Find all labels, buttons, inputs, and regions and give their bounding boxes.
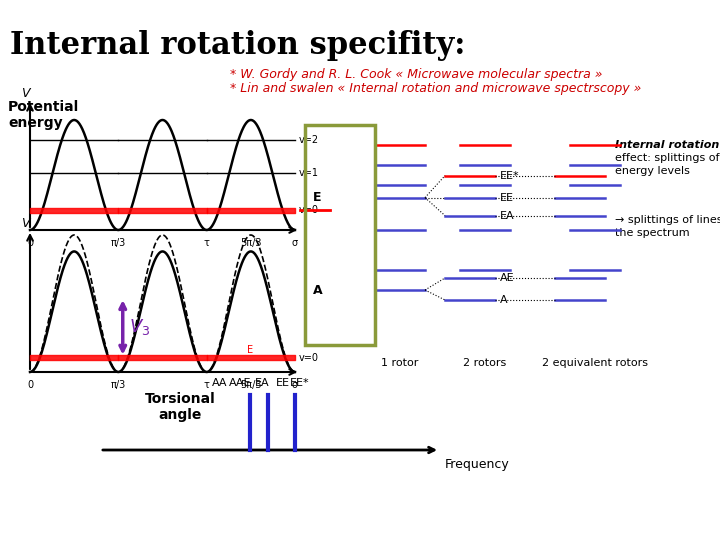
Text: 5π/3: 5π/3: [240, 238, 261, 248]
Text: 2 equivalent rotors: 2 equivalent rotors: [542, 358, 648, 368]
Text: effect: splittings of: effect: splittings of: [615, 153, 719, 163]
Text: AA: AA: [212, 378, 228, 388]
Text: → splittings of lines in: → splittings of lines in: [615, 215, 720, 225]
Text: V: V: [21, 87, 30, 100]
Text: $V_3$: $V_3$: [129, 318, 150, 338]
Text: E: E: [313, 191, 322, 204]
Text: σ: σ: [292, 238, 298, 248]
Text: EE: EE: [276, 378, 290, 388]
Text: τ: τ: [204, 238, 210, 248]
Text: EE*: EE*: [500, 171, 520, 180]
Text: * Lin and swalen « Internal rotation and microwave spectrscopy »: * Lin and swalen « Internal rotation and…: [230, 82, 642, 95]
Text: σ: σ: [292, 380, 298, 390]
Text: Frequency: Frequency: [445, 458, 510, 471]
Text: * W. Gordy and R. L. Cook « Microwave molecular spectra »: * W. Gordy and R. L. Cook « Microwave mo…: [230, 68, 603, 81]
Text: the spectrum: the spectrum: [615, 228, 690, 238]
Text: AE: AE: [500, 273, 515, 283]
Text: 0: 0: [27, 238, 33, 248]
Text: 1 rotor: 1 rotor: [382, 358, 419, 368]
Text: v=0: v=0: [299, 205, 319, 215]
Text: 5π/3: 5π/3: [240, 380, 261, 390]
Text: AAE: AAE: [229, 378, 251, 388]
Text: Potential
energy: Potential energy: [8, 100, 79, 130]
Text: 2 rotors: 2 rotors: [464, 358, 507, 368]
Text: v=2: v=2: [299, 135, 319, 145]
Text: 0: 0: [27, 380, 33, 390]
Text: EA: EA: [255, 378, 269, 388]
Text: A: A: [313, 284, 323, 296]
Text: energy levels: energy levels: [615, 166, 690, 176]
Text: Torsional
angle: Torsional angle: [145, 392, 215, 422]
Text: τ: τ: [204, 380, 210, 390]
Text: V: V: [21, 217, 30, 230]
Text: EA: EA: [500, 211, 515, 221]
Text: π/3: π/3: [111, 238, 126, 248]
Text: v=0: v=0: [299, 353, 319, 362]
Text: Internal rotation specifity:: Internal rotation specifity:: [10, 30, 466, 61]
Text: EE: EE: [500, 193, 514, 202]
Bar: [305, 125, 375, 345]
Text: v=1: v=1: [299, 168, 319, 178]
Text: EE*: EE*: [290, 378, 310, 388]
Text: Internal rotation: Internal rotation: [615, 140, 719, 150]
Text: E: E: [247, 345, 253, 355]
Text: A: A: [500, 295, 508, 305]
Text: π/3: π/3: [111, 380, 126, 390]
